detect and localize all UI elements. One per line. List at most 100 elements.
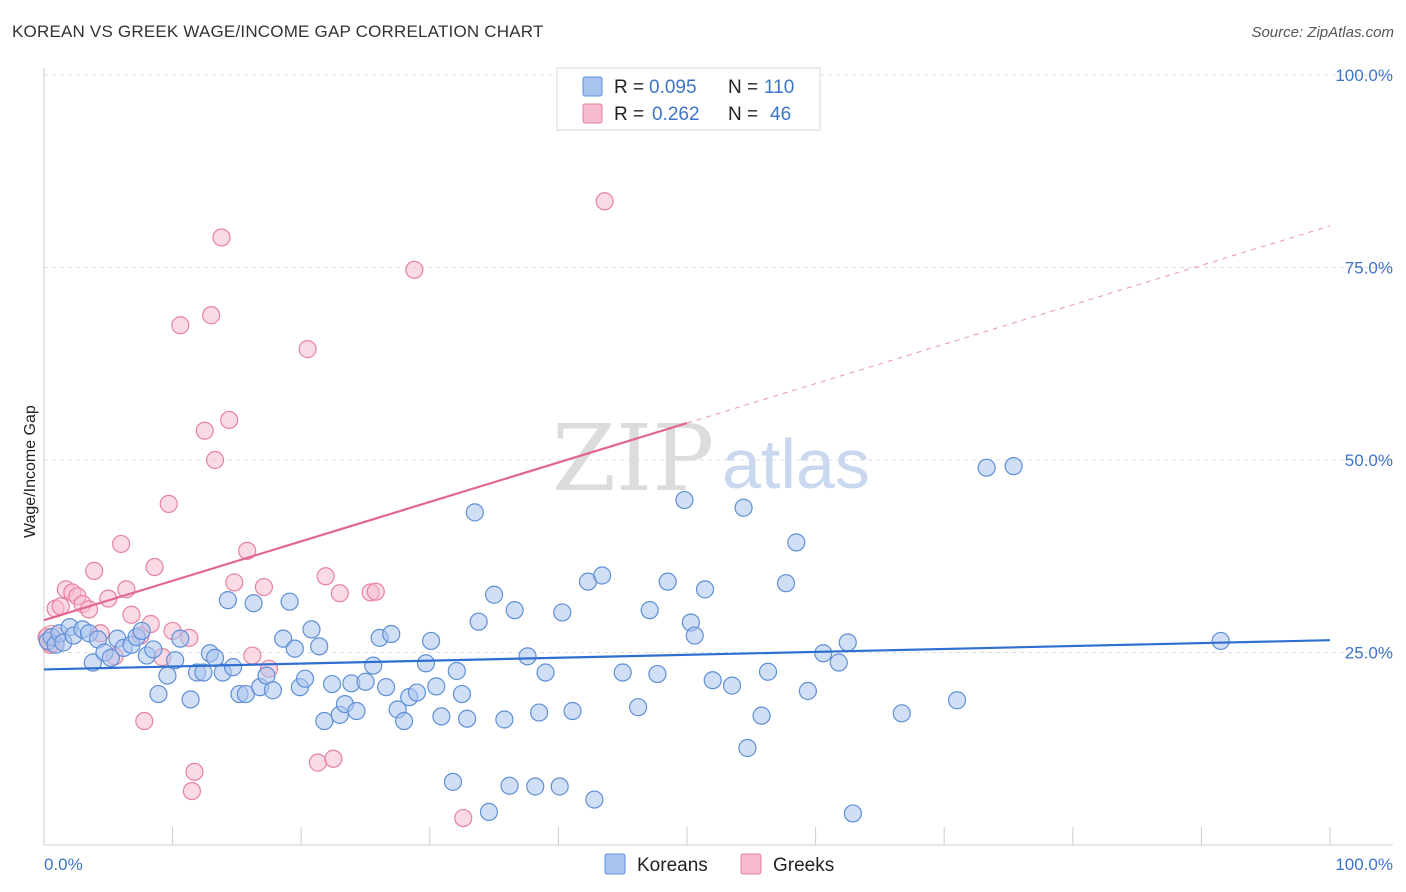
korean-point [407, 683, 427, 702]
greek-point [243, 646, 262, 665]
x-tick-label: 0.0% [44, 855, 83, 874]
greek-point [182, 781, 201, 801]
korean-point [394, 711, 414, 731]
legend-bottom-swatch-koreans [604, 853, 626, 875]
legend-n-value-koreans: 110 [764, 77, 794, 98]
x-tick-labels: 0.0% 100.0% [44, 855, 1393, 874]
greek-point [112, 534, 131, 554]
greek-point [316, 567, 335, 586]
korean-point [526, 777, 545, 796]
korean-point [457, 709, 477, 728]
legend-r-label: R = [614, 77, 644, 98]
y-tick-label: 25.0% [1345, 644, 1393, 663]
legend-swatch-greeks [582, 103, 603, 124]
korean-point [166, 651, 185, 670]
y-tick-labels: 25.0% 50.0% 75.0% 100.0% [1335, 66, 1393, 663]
korean-point [465, 503, 484, 522]
korean-point [585, 790, 604, 809]
korean-point [536, 663, 555, 682]
korean-point [658, 572, 677, 591]
greek-point [595, 192, 614, 211]
trend-line-greeks [43, 421, 688, 622]
greek-point [159, 494, 178, 513]
korean-point [421, 631, 441, 651]
greek-point [135, 711, 154, 731]
greek-point [85, 561, 104, 580]
trend-line-koreans [43, 639, 1331, 671]
greek-point [405, 260, 424, 279]
greek-point [324, 749, 343, 768]
legend-r-value-koreans: 0.095 [649, 77, 697, 98]
korean-point [648, 664, 667, 684]
korean-point [787, 533, 806, 552]
korean-point [158, 666, 177, 685]
korean-point [443, 772, 463, 791]
korean-point [83, 653, 102, 672]
korean-point [376, 678, 396, 697]
korean-point [263, 681, 283, 700]
greek-point [225, 573, 244, 592]
legend-bottom-label-greeks: Greeks [773, 855, 834, 876]
korean-point [758, 662, 778, 681]
greek-point [212, 228, 231, 247]
greek-point [238, 541, 257, 560]
korean-point [613, 663, 632, 682]
korean-point [814, 644, 833, 663]
korean-point [181, 690, 200, 709]
korean-point [685, 626, 704, 645]
korean-point [194, 663, 213, 682]
korean-point [302, 620, 321, 639]
korean-point [752, 706, 771, 725]
trend-line-greeks-extension [686, 225, 1331, 424]
chart-title: KOREAN VS GREEK WAGE/INCOME GAP CORRELAT… [12, 22, 544, 41]
greek-point [202, 306, 221, 325]
korean-point [500, 776, 519, 795]
korean-point [563, 701, 582, 721]
korean-point [892, 704, 911, 723]
korean-point [285, 639, 304, 658]
greek-point [220, 410, 239, 430]
korean-point [364, 656, 383, 675]
legend-n-label: N = [728, 77, 758, 98]
greek-point [308, 753, 328, 772]
korean-point [218, 591, 237, 610]
korean-point [703, 671, 722, 690]
korean-point [149, 684, 168, 704]
korean-point [101, 648, 120, 667]
greek-point [205, 450, 225, 470]
y-tick-label: 75.0% [1345, 259, 1393, 278]
x-tick-label: 100.0% [1335, 855, 1393, 874]
korean-point [843, 804, 862, 823]
korean-point [310, 637, 329, 656]
korean-point [829, 653, 848, 672]
korean-point [977, 458, 996, 477]
series-greeks-points [37, 192, 614, 828]
watermark-atlas: atlas [722, 425, 870, 503]
korean-point [695, 580, 715, 599]
korean-point [447, 661, 466, 681]
korean-point [505, 601, 524, 620]
series-koreans-points [38, 457, 1230, 823]
korean-point [553, 603, 572, 622]
greek-point [330, 584, 349, 603]
korean-point [738, 738, 757, 758]
korean-point [427, 677, 446, 696]
korean-point [452, 684, 472, 704]
korean-point [479, 802, 499, 821]
korean-point [593, 566, 612, 585]
legend-r-value-greeks: 0.262 [652, 104, 700, 125]
korean-point [274, 629, 293, 648]
korean-point [347, 701, 366, 721]
greek-point [185, 762, 204, 781]
korean-point [1211, 631, 1230, 651]
korean-point [675, 490, 694, 510]
korean-point [776, 574, 796, 593]
korean-point [485, 585, 504, 604]
legend-bottom-swatch-greeks [740, 853, 762, 875]
korean-point [947, 691, 967, 710]
korean-point [469, 612, 488, 631]
korean-point [495, 710, 514, 729]
greek-point [366, 582, 385, 601]
korean-point [798, 681, 817, 701]
